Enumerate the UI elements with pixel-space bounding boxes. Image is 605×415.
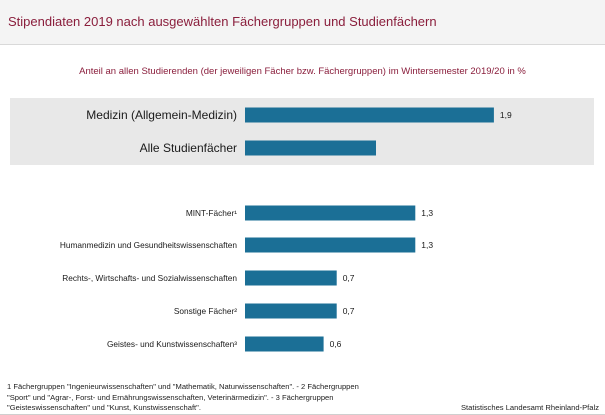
data-label: 0,7 [343, 306, 355, 316]
footnote-line: "Geisteswissenschaften" und "Kunst, Kuns… [7, 403, 201, 412]
footnote-line: "Sport" und "Agrar-, Forst- und Ernährun… [7, 392, 334, 402]
category-label: MINT-Fächer¹ [186, 208, 237, 218]
category-label: Rechts-, Wirtschafts- und Sozialwissensc… [62, 273, 237, 283]
footnote-line: 1 Fächergruppen "Ingenieurwissenschaften… [7, 382, 359, 391]
page-title: Stipendiaten 2019 nach ausgewählten Fäch… [8, 14, 437, 29]
chart-subtitle: Anteil an allen Studierenden (der jeweil… [79, 66, 526, 77]
bar [245, 270, 337, 286]
bar [245, 107, 494, 123]
bar [245, 303, 337, 319]
title-bar: Stipendiaten 2019 nach ausgewählten Fäch… [0, 0, 605, 45]
data-label: 1,3 [421, 240, 433, 250]
category-label: Sonstige Fächer² [174, 306, 237, 316]
category-label: Geistes- und Kunstwissenschaften³ [107, 339, 237, 349]
footnote: 1 Fächergruppen "Ingenieurwissenschaften… [7, 382, 359, 414]
data-label: 0,7 [343, 273, 355, 283]
data-label: 1,9 [500, 110, 512, 120]
source-credit: Statistisches Landesamt Rheinland-Pfalz [460, 403, 599, 412]
data-label: 1,3 [421, 208, 433, 218]
bar [245, 205, 416, 221]
category-label: Medizin (Allgemein-Medizin) [86, 108, 237, 122]
category-label: Humanmedizin und Gesundheitswissenschaft… [60, 240, 237, 250]
bar [245, 336, 324, 352]
data-label: 0,6 [330, 339, 342, 349]
category-label: Alle Studienfächer [140, 141, 237, 155]
bar [245, 140, 376, 156]
bar [245, 237, 416, 253]
